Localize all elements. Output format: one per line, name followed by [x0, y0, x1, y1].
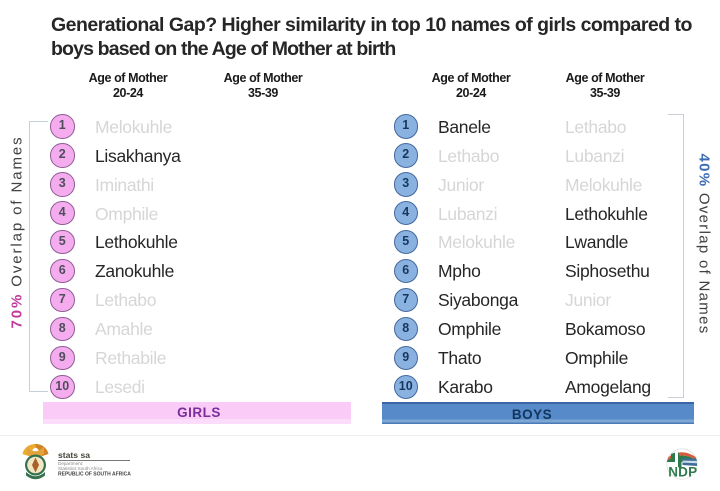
svg-text:Statistics South Africa: Statistics South Africa: [58, 466, 103, 471]
svg-text:REPUBLIC OF SOUTH AFRICA: REPUBLIC OF SOUTH AFRICA: [58, 472, 131, 478]
svg-text:Department:: Department:: [58, 461, 83, 466]
svg-text:stats sa: stats sa: [58, 450, 90, 460]
svg-text:NDP: NDP: [668, 465, 697, 480]
